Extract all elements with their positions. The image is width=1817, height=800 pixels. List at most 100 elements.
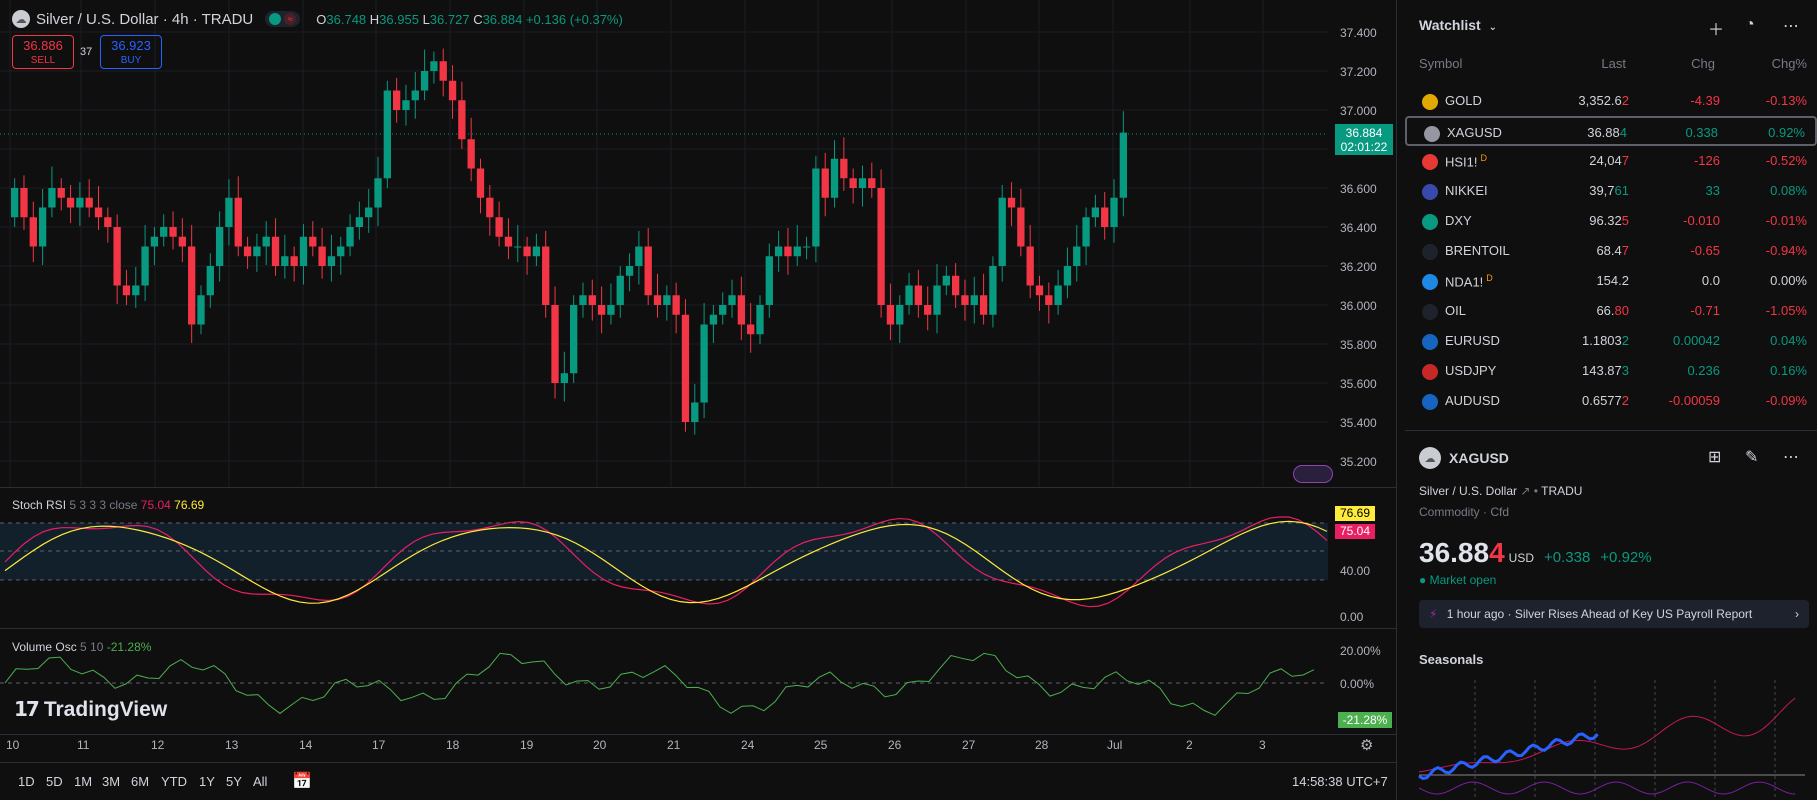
watchlist-row[interactable]: DXY 96.325 -0.010 -0.01% [1405,206,1817,236]
watchlist-row[interactable]: OIL 66.80 -0.71 -1.05% [1405,296,1817,326]
silver-icon: ☁ [12,10,30,28]
timeframe-button-5y[interactable]: 5Y [226,774,242,789]
chart-area[interactable]: ☁ Silver / U.S. Dollar · 4h · TRADU ≈ O 3… [0,0,1397,800]
layout-grid-icon[interactable]: ⊞ [1708,449,1722,466]
watchlist-row[interactable]: AUDUSD 0.65772 -0.00059 -0.09% [1405,386,1817,416]
detail-name[interactable]: Silver / U.S. Dollar [1419,484,1518,498]
column-chg[interactable]: Chg [1691,56,1715,71]
clock-timezone[interactable]: 14:58:38 UTC+7 [1292,774,1388,789]
column-last[interactable]: Last [1601,56,1626,71]
watchlist-symbol: HSI1! D [1445,153,1488,170]
candle-body [868,178,876,188]
advanced-view-icon[interactable]: ◔ [1745,16,1755,33]
news-headline[interactable]: ⚡ 1 hour ago · Silver Rises Ahead of Key… [1419,600,1809,628]
edit-note-icon[interactable]: ✎ [1745,449,1759,466]
timeframe-button-1d[interactable]: 1D [18,774,35,789]
candle-body [467,139,475,169]
more-options-icon[interactable]: ⋯ [1783,18,1799,35]
buy-button[interactable]: 36.923 BUY [100,35,162,69]
timeframe-button-1y[interactable]: 1Y [199,774,215,789]
add-symbol-icon[interactable]: ＋ [1708,22,1725,39]
tradingview-logo[interactable]: 𝟭𝟳 TradingView [14,697,167,722]
low-label: L [422,11,430,27]
column-symbol[interactable]: Symbol [1419,56,1463,71]
chart-symbol-title[interactable]: Silver / U.S. Dollar · 4h · TRADU [36,10,254,28]
seasonals-chart[interactable] [1405,680,1817,800]
watchlist-row[interactable]: NIKKEI 39,761 33 0.08% [1405,176,1817,206]
candlestick-chart[interactable] [0,0,1397,487]
more-options-icon[interactable]: ⋯ [1783,449,1799,466]
watchlist-chg: 0.0 [1701,273,1720,288]
watchlist-chg: 0.236 [1687,363,1720,378]
stoch-rsi-name: Stoch RSI [12,498,67,512]
flag-events-icon[interactable] [1293,465,1333,483]
watchlist-row[interactable]: EURUSD 1.18032 0.00042 0.04% [1405,326,1817,356]
vol-axis-label: 0.00% [1340,677,1375,691]
volume-osc-chart[interactable] [0,629,1397,734]
watchlist-chg-percent: -0.13% [1765,93,1807,108]
stoch-d-value: 76.69 [174,498,205,512]
x-axis-label: 11 [77,738,90,752]
watchlist-row[interactable]: HSI1! D 24,047 -126 -0.52% [1405,146,1817,176]
stoch-rsi-legend[interactable]: Stoch RSI 5 3 3 3 close 75.04 76.69 [12,498,204,512]
timeframe-button-all[interactable]: All [253,774,268,789]
market-status-indicator[interactable]: ≈ [265,11,301,27]
stoch-rsi-chart[interactable] [0,488,1397,629]
detail-exchange[interactable]: TRADU [1541,484,1583,498]
x-axis-label: 3 [1259,738,1266,752]
watchlist-chg: -126 [1693,153,1720,168]
seasonals-title[interactable]: Seasonals [1419,652,1484,667]
timeframe-button-3m[interactable]: 3M [102,774,121,789]
candle-body [849,178,857,188]
candle-body [94,207,103,218]
candle-body [616,275,624,305]
candle-body [1101,207,1109,227]
timeframe-button-5d[interactable]: 5D [46,774,63,789]
candle-body [896,305,904,325]
timeframe-button-1m[interactable]: 1M [74,774,93,789]
candle-body [495,217,503,237]
price-axis-label: 35.800 [1340,338,1377,352]
volume-osc-legend[interactable]: Volume Osc 5 10 -21.28% [12,640,151,654]
watchlist-row[interactable]: BRENTOIL 68.47 -0.65 -0.94% [1405,236,1817,266]
candle-body [225,197,233,227]
watchlist-last: 36.884 [1587,125,1627,140]
watchlist-row[interactable]: USDJPY 143.873 0.236 0.16% [1405,356,1817,386]
watchlist-symbol: NDA1! D [1445,273,1493,290]
price-axis-label: 37.000 [1340,104,1377,118]
x-axis-label: 26 [888,738,902,752]
candle-body [504,236,513,247]
watchlist-row[interactable]: GOLD 3,352.62 -4.39 -0.13% [1405,86,1817,116]
candle-body [989,266,997,315]
watchlist-symbol: DXY [1445,213,1472,228]
external-link-icon[interactable]: ↗ [1520,484,1531,498]
watchlist-row[interactable]: XAGUSD 36.884 0.338 0.92% [1405,116,1817,146]
timeframe-button-ytd[interactable]: YTD [161,774,187,789]
candle-body [830,158,839,198]
watchlist-chg: -4.39 [1690,93,1720,108]
settings-gear-icon[interactable]: ⚙ [1360,737,1374,754]
watchlist-title-text: Watchlist [1419,17,1481,33]
stoch-k-line [4,516,1328,608]
candle-body [85,197,93,208]
candle-body [579,295,587,305]
seasonal-line [1418,697,1796,773]
column-chg-percent[interactable]: Chg% [1771,56,1807,71]
candle-body [430,61,438,71]
open-label: O [316,11,327,27]
candle-body [1026,246,1034,286]
date-range-icon[interactable]: 📅 [292,773,312,790]
candle-body [700,324,708,403]
watchlist-row[interactable]: NDA1! D 154.2 0.0 0.00% [1405,266,1817,296]
close-value: 36.884 [482,11,523,27]
watchlist-title[interactable]: Watchlist ⌄ [1419,17,1497,33]
detail-symbol[interactable]: XAGUSD [1449,450,1509,466]
candle-body [11,188,19,218]
candle-body [942,275,950,286]
candle-body [309,236,317,247]
timeframe-button-6m[interactable]: 6M [131,774,150,789]
watchlist-symbol: BRENTOIL [1445,243,1510,258]
candle-body [355,217,364,227]
candle-body [663,295,671,305]
sell-button[interactable]: 36.886 SELL [12,35,74,69]
